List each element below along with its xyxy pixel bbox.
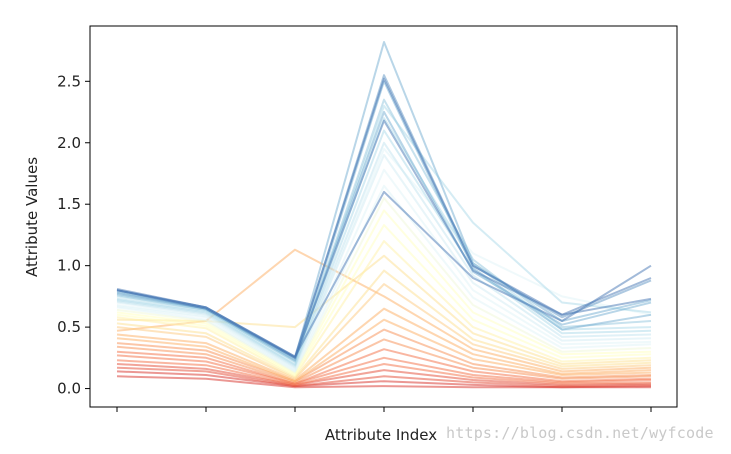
watermark: https://blog.csdn.net/wyfcode: [446, 424, 714, 442]
series-line: [116, 354, 652, 385]
series-line: [116, 283, 652, 380]
series-line: [116, 348, 652, 385]
y-tick-label: 0.0: [57, 380, 81, 398]
series-line: [116, 359, 652, 386]
series-line: [116, 209, 652, 375]
series-line: [116, 269, 652, 379]
series-line: [116, 141, 652, 368]
series-line: [116, 129, 652, 367]
series-line: [116, 168, 652, 372]
y-tick-label: 1.0: [57, 257, 81, 275]
series-line: [116, 197, 652, 374]
series-line: [116, 328, 652, 383]
series-line: [116, 184, 652, 373]
x-axis-label: Attribute Index: [325, 426, 437, 444]
y-tick-label: 2.5: [57, 72, 81, 90]
series-line: [116, 154, 652, 369]
series-line: [116, 147, 652, 370]
series-line: [116, 307, 652, 381]
y-tick-label: 0.5: [57, 318, 81, 336]
series-line: [116, 338, 652, 384]
series-line: [116, 318, 652, 383]
series-line: [116, 363, 652, 386]
y-tick-label: 2.0: [57, 134, 81, 152]
y-axis-ticks: 0.0 0.5 1.0 1.5 2.0 2.5: [57, 72, 90, 398]
series-line: [116, 370, 652, 389]
series-line: [116, 190, 652, 358]
series-line: [116, 98, 652, 363]
series-line: [116, 240, 652, 378]
series-line: [116, 366, 652, 388]
x-axis-ticks: [116, 407, 652, 412]
series-lines: [116, 41, 652, 389]
y-tick-label: 1.5: [57, 195, 81, 213]
y-axis-label: Attribute Values: [23, 157, 41, 277]
series-line: [116, 224, 652, 376]
series-line: [116, 119, 652, 359]
